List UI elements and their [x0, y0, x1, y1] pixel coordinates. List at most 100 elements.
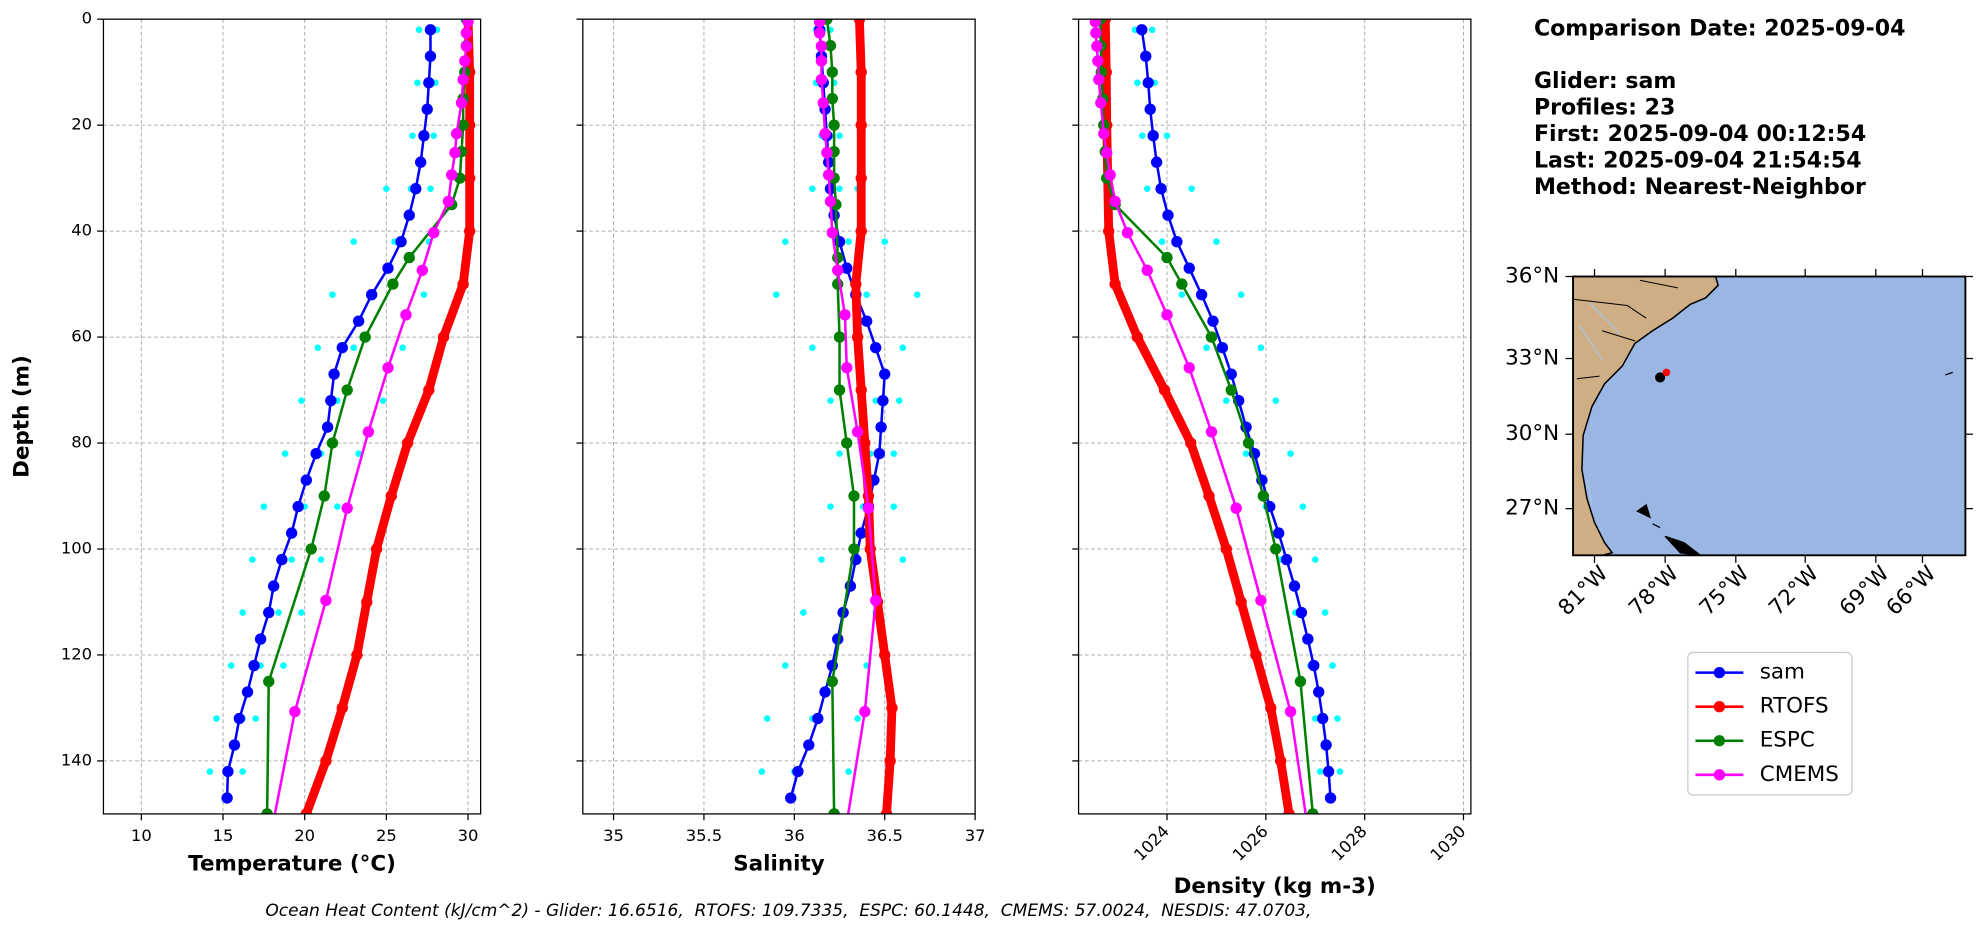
profile-marker: [841, 437, 853, 449]
profile-marker: [423, 384, 435, 396]
profile-marker: [870, 594, 882, 607]
profile-marker: [263, 839, 274, 850]
profile-marker: [855, 225, 867, 237]
glider-profile-point: [1334, 715, 1341, 722]
profile-marker: [359, 331, 371, 343]
profile-marker: [362, 426, 375, 438]
glider-profile-point: [1223, 397, 1230, 404]
glider-profile-point: [1139, 132, 1146, 140]
plot-area: [1089, 19, 1344, 850]
profile-marker: [1136, 24, 1148, 36]
profile-marker: [824, 195, 837, 208]
profile-marker: [826, 227, 838, 239]
profile-marker: [833, 331, 846, 343]
profile-marker: [1158, 384, 1171, 396]
profile-marker: [292, 500, 304, 513]
glider-profile-point: [763, 715, 771, 722]
profile-marker: [328, 368, 340, 380]
profile-marker: [1205, 426, 1218, 438]
profile-marker: [848, 490, 860, 502]
profile-marker: [460, 27, 473, 39]
profile-marker: [382, 362, 394, 374]
x-tick-label: 35.5: [686, 826, 722, 845]
glider-profile-point: [1321, 609, 1329, 616]
profile-marker: [221, 792, 233, 804]
x-tick-label: 37: [965, 826, 986, 845]
profile-marker: [1305, 839, 1316, 850]
profile-marker: [1230, 502, 1242, 514]
y-tick-label: 100: [61, 538, 92, 557]
profile-marker: [841, 362, 853, 374]
glider-profile-point: [399, 344, 406, 351]
profile-marker: [815, 40, 828, 52]
glider-profile-point: [239, 768, 246, 775]
x-tick-label: 35: [603, 826, 624, 845]
legend-box: [1687, 651, 1853, 796]
x-tick-label: 1028: [1328, 822, 1371, 865]
map-lon-label: 78°W: [1624, 561, 1684, 621]
glider-profile-point: [252, 715, 259, 722]
profile-marker: [320, 594, 332, 607]
profile-marker: [222, 765, 234, 778]
glider-location: [1655, 372, 1666, 383]
glider-profile-point: [836, 132, 843, 140]
x-tick-label: 36: [784, 826, 805, 845]
profile-marker: [400, 309, 412, 321]
profile-marker: [1284, 705, 1297, 718]
glider-profile-point: [827, 397, 834, 404]
profile-marker: [815, 73, 828, 86]
profile-marker: [855, 527, 867, 539]
profile-marker: [1095, 97, 1107, 109]
glider-profile-point: [334, 503, 341, 510]
legend-label: ESPC: [1760, 728, 1815, 753]
profile-marker: [437, 331, 450, 343]
profile-marker: [1195, 289, 1208, 301]
glider-profile-point: [1311, 556, 1319, 563]
x-tick-label: 36.5: [866, 826, 902, 845]
x-tick-label: 15: [213, 826, 234, 845]
profile-marker: [418, 130, 430, 142]
glider-profile-point: [782, 662, 789, 669]
map-lat-label: 33°N: [1505, 346, 1559, 371]
glider-profile-point: [772, 291, 780, 298]
glider-profile-point: [1188, 185, 1195, 192]
glider-profile-point: [872, 397, 879, 404]
glider-profile-point: [379, 397, 387, 404]
profile-marker: [1295, 606, 1308, 619]
profile-marker: [457, 73, 469, 86]
profile-marker: [1302, 633, 1314, 645]
profile-marker: [1242, 437, 1255, 449]
x-tick-label: 20: [294, 826, 315, 845]
profile-marker: [821, 147, 833, 159]
profile-marker: [884, 755, 896, 767]
profile-marker: [1294, 675, 1307, 688]
profile-marker: [850, 278, 862, 290]
profile-marker: [828, 808, 840, 814]
profile-marker: [828, 119, 840, 131]
profile-marker: [833, 236, 846, 248]
axes-frame: [582, 18, 976, 815]
profile-marker: [826, 675, 838, 688]
x-axis-label: Salinity: [733, 851, 824, 876]
profile-marker: [403, 251, 415, 264]
profile-marker: [855, 66, 867, 78]
profile-marker: [837, 839, 848, 850]
profile-marker: [1089, 19, 1102, 28]
profile-marker: [395, 236, 407, 248]
legend-label: CMEMS: [1760, 762, 1839, 787]
y-axis-label: Depth (m): [10, 355, 35, 478]
profile-marker: [841, 262, 853, 274]
profile-marker: [855, 172, 867, 184]
profile-marker: [446, 169, 458, 181]
profile-marker: [1162, 209, 1174, 221]
profile-marker: [457, 119, 469, 131]
profile-marker: [1270, 543, 1282, 555]
x-tick-label: 10: [131, 826, 152, 845]
profile-marker: [416, 264, 428, 276]
profile-marker: [1092, 55, 1104, 67]
glider-profile-point: [227, 662, 235, 669]
profile-marker: [276, 553, 288, 566]
glider-profile-point: [298, 609, 305, 616]
glider-profile-point: [899, 344, 907, 351]
profile-marker: [853, 19, 866, 25]
